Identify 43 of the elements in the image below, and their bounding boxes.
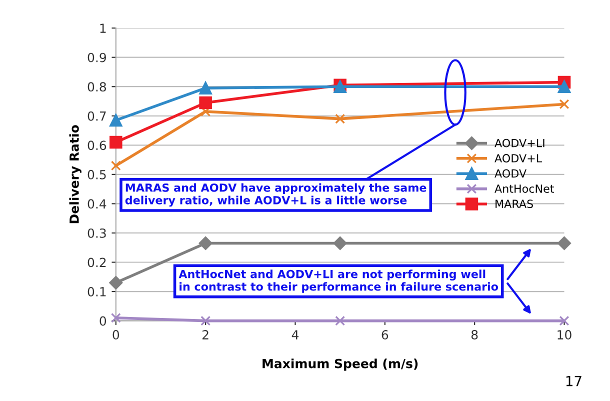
legend-label: AODV — [494, 169, 527, 178]
legend-label: AODV+LI — [494, 138, 544, 148]
point — [110, 312, 121, 323]
point — [559, 316, 570, 326]
point — [110, 136, 122, 149]
y-tick-label: 1 — [100, 24, 106, 33]
point — [109, 276, 123, 290]
text: 17 — [566, 376, 582, 386]
point — [199, 82, 212, 94]
x-tick-label: 6 — [382, 330, 388, 340]
y-tick-label: 0.2 — [88, 258, 106, 268]
point — [558, 236, 571, 250]
legend-label: AODV+L — [494, 154, 542, 162]
y-tick-label: 0.3 — [88, 228, 106, 238]
point — [110, 160, 121, 171]
y-tick-label: 0.7 — [88, 111, 106, 121]
x-tick-label: 8 — [471, 330, 478, 340]
point — [110, 114, 122, 127]
x-tick-label: 4 — [292, 330, 299, 340]
legend-label: MARAS — [496, 200, 533, 208]
point — [198, 236, 212, 250]
annotation: AntHocNet and AODV+LI are not performing well in contrast to their performance in failure scenario — [178, 270, 498, 293]
y-tick-label: 0.9 — [88, 52, 106, 62]
point — [335, 316, 346, 326]
y-tick-label: 0.5 — [88, 170, 106, 180]
point — [335, 114, 346, 124]
point — [558, 80, 571, 94]
y-tick-label: 0.4 — [88, 199, 106, 209]
y-tick-label: 0.8 — [88, 82, 106, 92]
point — [199, 96, 212, 110]
y-tick-label: 0.1 — [88, 287, 106, 296]
y-tick-label: 0 — [100, 316, 106, 326]
x-axis-title: Maximum Speed (m/s) — [262, 358, 418, 371]
x-tick-label: 2 — [202, 330, 208, 340]
point — [559, 99, 570, 110]
y-tick-label: 0.6 — [88, 140, 106, 150]
y-axis-title: Delivery Ratio — [69, 125, 82, 224]
x-tick-label: 10 — [558, 330, 572, 340]
point — [333, 236, 347, 250]
point — [200, 316, 211, 326]
legend-label: AntHocNet — [494, 184, 554, 193]
x-tick-label: 0 — [112, 330, 120, 340]
annotation: MARAS and AODV have approximately the same delivery ratio, while AODV+L is a little worse — [125, 183, 426, 207]
